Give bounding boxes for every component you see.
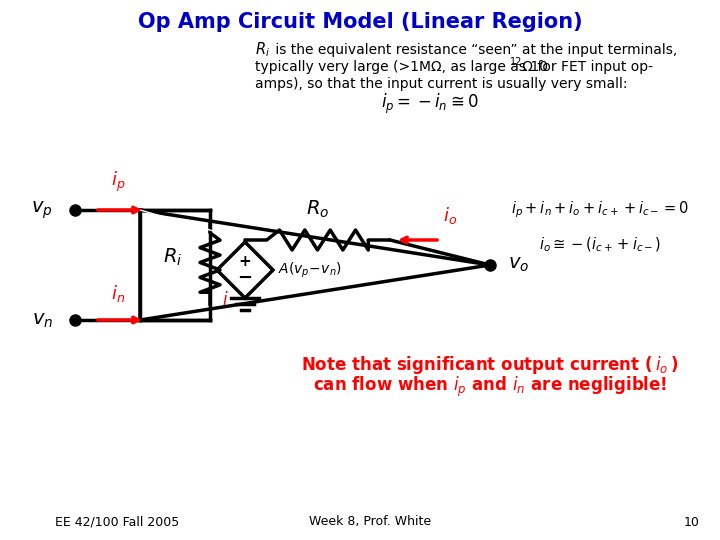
Text: $i_o$: $i_o$ — [443, 205, 457, 226]
Text: Op Amp Circuit Model (Linear Region): Op Amp Circuit Model (Linear Region) — [138, 12, 582, 32]
Text: Note that significant output current ( $i_o$ ): Note that significant output current ( $… — [301, 354, 679, 376]
Text: +: + — [238, 254, 251, 269]
Text: amps), so that the input current is usually very small:: amps), so that the input current is usua… — [255, 77, 628, 91]
Text: $i_p + i_n + i_o + i_{c+} + i_{c-} = 0$: $i_p + i_n + i_o + i_{c+} + i_{c-} = 0$ — [510, 200, 689, 220]
Text: can flow when $i_p$ and $i_n$ are negligible!: can flow when $i_p$ and $i_n$ are neglig… — [313, 375, 667, 399]
Text: $v_n$: $v_n$ — [32, 310, 53, 329]
Text: $i_o \cong -(i_{c+} + i_{c-})$: $i_o \cong -(i_{c+} + i_{c-})$ — [539, 236, 661, 254]
Text: $R_i$: $R_i$ — [163, 247, 182, 268]
Text: $i_p$: $i_p$ — [111, 170, 125, 194]
Text: Week 8, Prof. White: Week 8, Prof. White — [309, 516, 431, 529]
Text: 12: 12 — [510, 57, 523, 67]
Text: typically very large (>1MΩ, as large as 10: typically very large (>1MΩ, as large as … — [255, 60, 548, 74]
Text: EE 42/100 Fall 2005: EE 42/100 Fall 2005 — [55, 516, 179, 529]
Text: $R_i$: $R_i$ — [255, 40, 270, 59]
Text: $A(v_p\!-\!v_n)$: $A(v_p\!-\!v_n)$ — [278, 260, 342, 280]
Text: $i_p = -i_n \cong 0$: $i_p = -i_n \cong 0$ — [381, 92, 479, 116]
Text: −: − — [238, 269, 253, 287]
Text: $v_o$: $v_o$ — [508, 255, 529, 274]
Text: $R_o$: $R_o$ — [306, 199, 329, 220]
Text: is the equivalent resistance “seen” at the input terminals,: is the equivalent resistance “seen” at t… — [271, 43, 678, 57]
Text: Ω for FET input op-: Ω for FET input op- — [518, 60, 653, 74]
Text: $i$: $i$ — [222, 291, 228, 309]
Text: $i_n$: $i_n$ — [111, 283, 125, 304]
Text: 10: 10 — [684, 516, 700, 529]
Text: $v_p$: $v_p$ — [32, 199, 53, 221]
